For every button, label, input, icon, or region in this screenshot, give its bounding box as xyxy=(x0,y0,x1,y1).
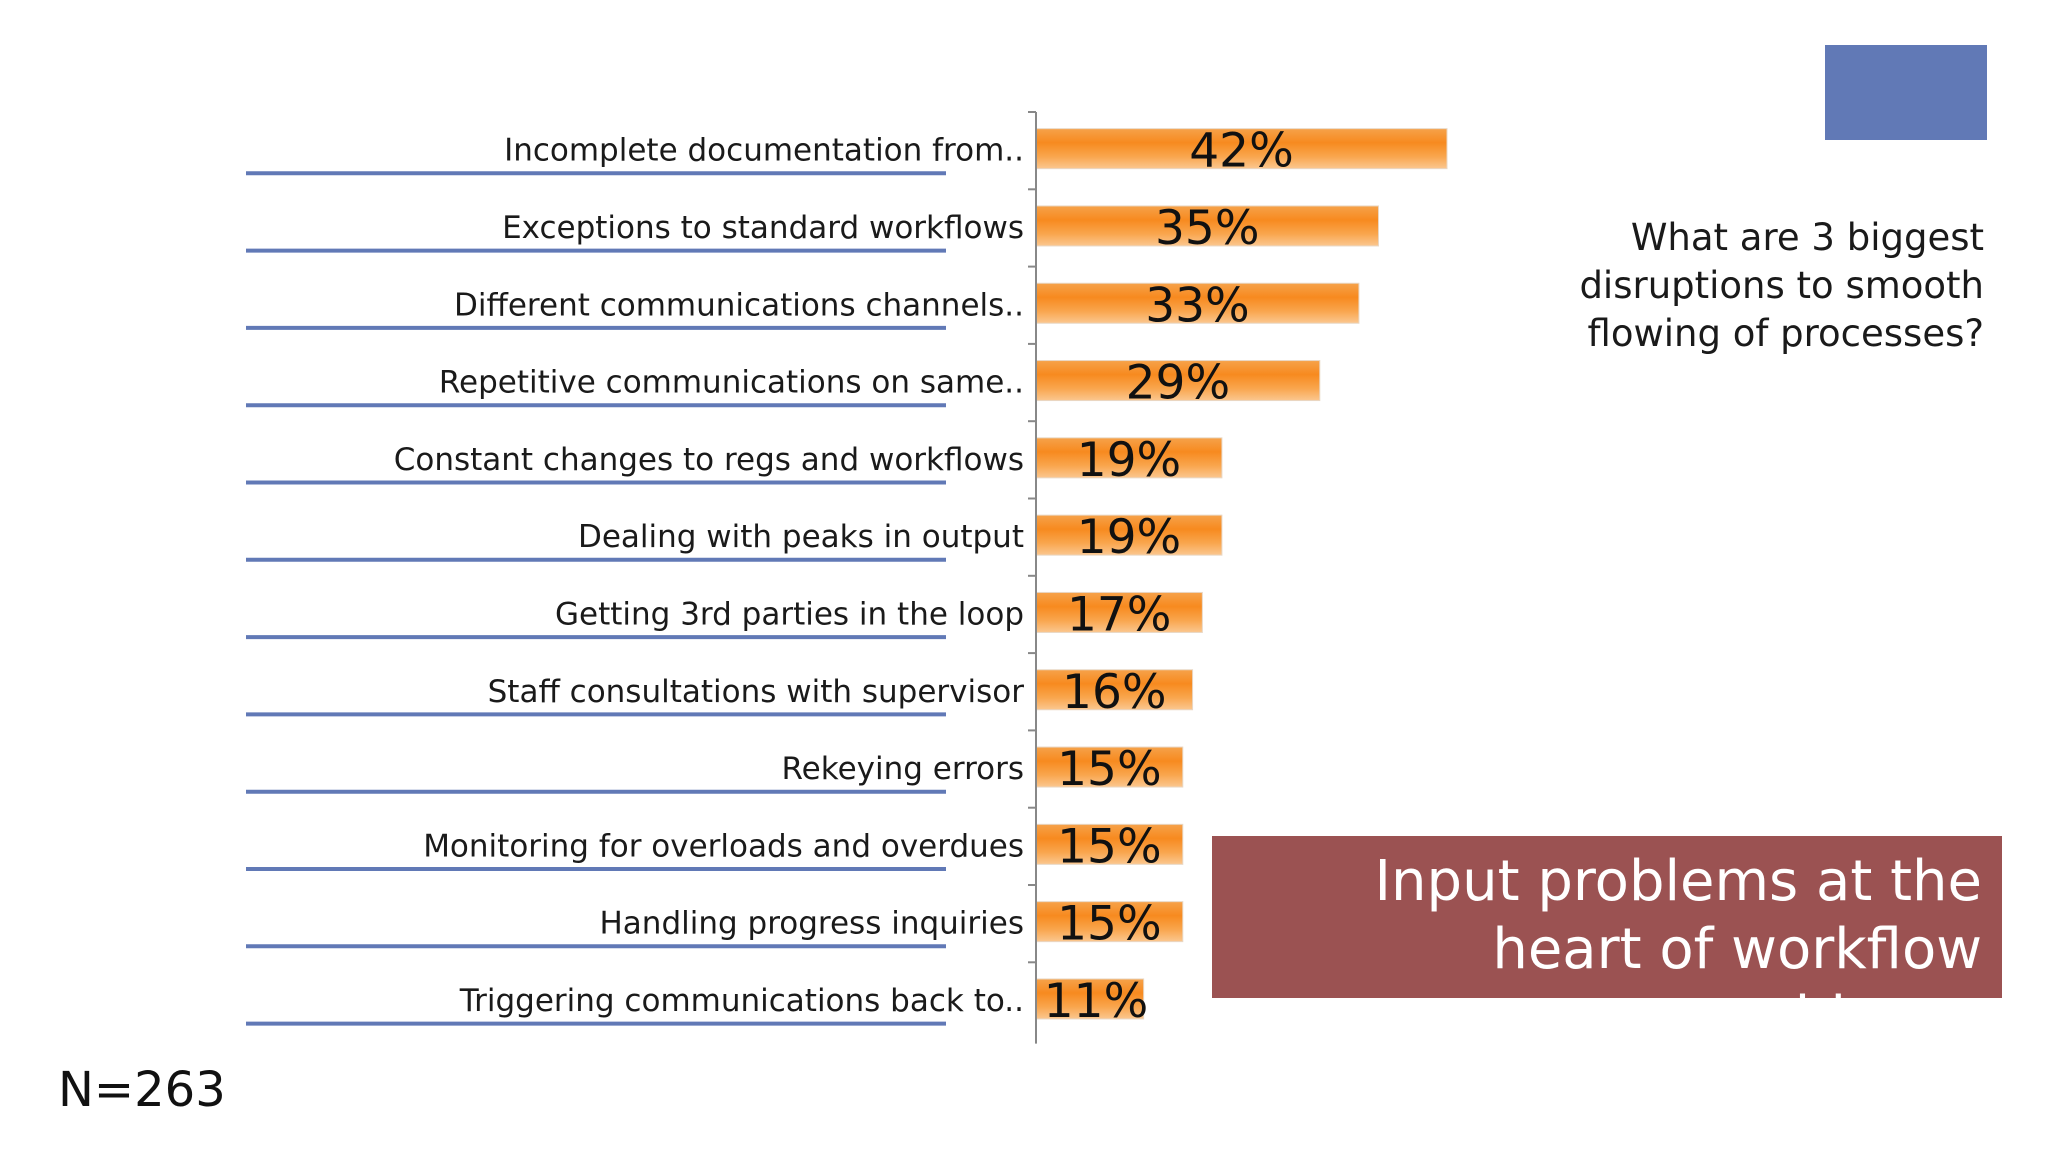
value-label: 15% xyxy=(1057,897,1161,952)
category-label: Getting 3rd parties in the loop xyxy=(555,596,1024,632)
value-label: 29% xyxy=(1126,356,1230,411)
category-label: Different communications channels.. xyxy=(454,287,1024,323)
category-label: Incomplete documentation from.. xyxy=(504,133,1024,169)
category-label: Constant changes to regs and workflows xyxy=(394,442,1024,478)
category-label: Handling progress inquiries xyxy=(600,906,1025,942)
bar xyxy=(1035,514,1223,556)
value-label: 17% xyxy=(1067,587,1171,642)
value-label: 35% xyxy=(1155,201,1259,256)
category-label: Rekeying errors xyxy=(782,751,1024,787)
bar xyxy=(1035,823,1184,865)
sample-size-label: N=263 xyxy=(58,1062,226,1118)
bar xyxy=(1035,128,1448,170)
category-label: Exceptions to standard workflows xyxy=(502,210,1024,246)
bar xyxy=(1035,746,1184,788)
value-label: 42% xyxy=(1189,124,1293,179)
value-label: 19% xyxy=(1077,510,1181,565)
callout-box: Input problems at the heart of workflow … xyxy=(1212,836,2002,1050)
bar xyxy=(1035,360,1321,402)
bar xyxy=(1035,282,1360,324)
value-label: 11% xyxy=(1044,974,1148,1029)
value-label: 16% xyxy=(1062,665,1166,720)
bar xyxy=(1035,669,1194,711)
bar xyxy=(1035,901,1184,943)
bar xyxy=(1035,205,1379,247)
chart-question: What are 3 biggest disruptions to smooth… xyxy=(1579,216,1984,355)
bar xyxy=(1035,437,1223,479)
value-label: 15% xyxy=(1057,742,1161,797)
bar xyxy=(1035,591,1203,633)
category-label: Triggering communications back to.. xyxy=(459,983,1024,1019)
category-label: Repetitive communications on same.. xyxy=(439,365,1024,401)
accent-box xyxy=(1825,45,1987,140)
bar xyxy=(1035,978,1145,1020)
category-label: Staff consultations with supervisor xyxy=(488,674,1025,710)
value-label: 19% xyxy=(1077,433,1181,488)
category-label: Monitoring for overloads and overdues xyxy=(423,828,1024,864)
value-label: 15% xyxy=(1057,819,1161,874)
callout-text: Input problems at the heart of workflow … xyxy=(1374,849,1982,1050)
value-label: 33% xyxy=(1145,278,1249,333)
category-label: Dealing with peaks in output xyxy=(578,519,1024,555)
